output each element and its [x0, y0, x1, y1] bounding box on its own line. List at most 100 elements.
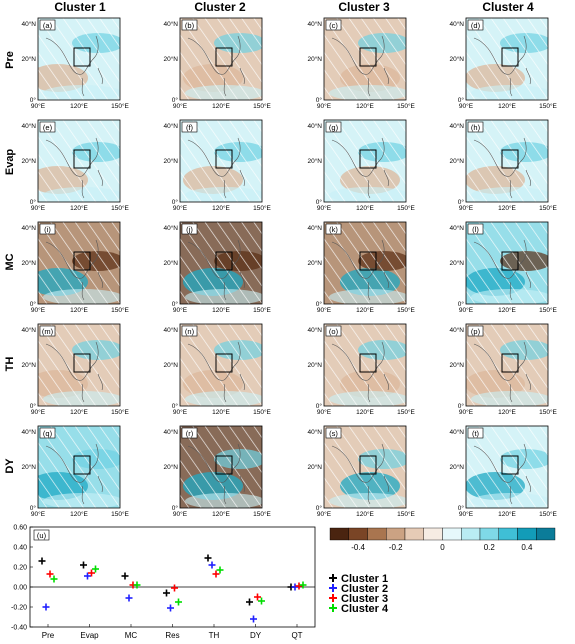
colorbar-segment: [536, 527, 556, 541]
panel-label: (d): [471, 21, 481, 30]
region-box: [501, 149, 519, 169]
panel-label-box: [181, 427, 198, 439]
map-frame: [465, 119, 549, 203]
lat-tick-label: 40°N: [163, 326, 178, 334]
region-box: [501, 47, 519, 67]
lon-tick-label: 120°E: [356, 306, 374, 314]
map-frame: [323, 17, 407, 101]
coastline: [187, 35, 245, 97]
column-title-3: Cluster 3: [338, 0, 390, 14]
y-tick-label: 0.20: [13, 565, 27, 572]
marker-cluster-2: [250, 615, 257, 623]
marker-cluster-1: [204, 554, 212, 562]
map-field: [466, 120, 548, 202]
marker-cluster-4: [216, 566, 224, 574]
region-box: [215, 455, 233, 475]
lat-tick-label: 20°N: [21, 157, 36, 165]
lon-tick-label: 150°E: [397, 204, 415, 212]
panel-label: (l): [472, 225, 479, 234]
map-panel-p: (p) 0° 20°N 40°N 90°E 120°E 150°E: [449, 323, 558, 416]
legend-label: Cluster 3: [341, 593, 388, 605]
map-field: [180, 120, 262, 202]
significance-hatching: [466, 222, 548, 304]
region-box: [359, 251, 377, 271]
map-field: [466, 324, 548, 406]
map-panels: (a) 0° 20°N 40°N 90°E 120°E 150°E (b) 0° 20°N 40°N…: [21, 17, 558, 518]
lon-tick-label: 150°E: [253, 204, 271, 212]
panel-label: (h): [471, 123, 481, 132]
panel-label: (n): [185, 327, 195, 336]
panel-label: (a): [43, 21, 53, 30]
x-category-label: QT: [291, 631, 302, 640]
scatter-panel-u: (u) -0.40 -0.20 0.00 0.20 0.40 0.60 Pre Evap MC Re…: [11, 525, 316, 640]
significance-hatching: [180, 120, 262, 202]
lat-tick-label: 40°N: [21, 20, 36, 28]
map-frame: [37, 425, 121, 509]
map-panel-o: (o) 0° 20°N 40°N 90°E 120°E 150°E: [307, 323, 416, 416]
lat-tick-label: 40°N: [307, 428, 322, 436]
region-box: [359, 353, 377, 373]
lat-tick-label: 0°: [458, 96, 465, 104]
panel-label-u: (u): [37, 531, 47, 540]
coastline: [473, 443, 531, 505]
y-tick-label: -0.40: [11, 625, 27, 632]
lon-tick-label: 150°E: [539, 408, 557, 416]
lon-tick-label: 150°E: [253, 306, 271, 314]
map-panel-c: (c) 0° 20°N 40°N 90°E 120°E 150°E: [307, 17, 416, 110]
lat-tick-label: 0°: [458, 402, 465, 410]
coastline: [45, 137, 103, 199]
lon-tick-label: 150°E: [397, 102, 415, 110]
lon-tick-label: 120°E: [70, 510, 88, 518]
lon-tick-label: 90°E: [173, 204, 188, 212]
panel-label: (i): [44, 225, 51, 234]
lon-tick-label: 90°E: [459, 510, 474, 518]
panel-label-box: [325, 427, 342, 439]
colorbar-segment: [442, 527, 462, 541]
region-box: [73, 455, 91, 475]
map-field: [466, 426, 548, 508]
lat-tick-label: 0°: [30, 300, 37, 308]
lon-tick-label: 150°E: [539, 306, 557, 314]
lat-tick-label: 0°: [316, 402, 323, 410]
panel-label-box: [39, 223, 56, 235]
panel-label-box: [467, 325, 484, 337]
map-frame: [465, 17, 549, 101]
map-panel-i: (i) 0° 20°N 40°N 90°E 120°E 150°E: [21, 221, 130, 314]
lat-tick-label: 40°N: [163, 122, 178, 130]
marker-cluster-4: [133, 581, 141, 589]
panel-label-box: [181, 223, 198, 235]
coastline: [473, 137, 531, 199]
colorbar: -0.4 -0.2 0 0.2 0.4: [329, 527, 556, 552]
lat-tick-label: 20°N: [21, 463, 36, 471]
panel-label: (c): [329, 21, 338, 30]
coastline: [187, 341, 245, 403]
panel-label-box: [467, 19, 484, 31]
significance-hatching: [324, 120, 406, 202]
panel-label-box: [325, 19, 342, 31]
marker-cluster-3: [212, 570, 220, 578]
lon-tick-label: 90°E: [31, 102, 46, 110]
x-category-label: Pre: [42, 631, 55, 640]
lon-tick-label: 120°E: [70, 102, 88, 110]
map-field: [38, 426, 120, 508]
lon-tick-label: 120°E: [498, 102, 516, 110]
region-box: [73, 47, 91, 67]
column-titles: Cluster 1 Cluster 2 Cluster 3 Cluster 4: [54, 0, 534, 14]
panel-label: (k): [329, 225, 338, 234]
map-field: [38, 324, 120, 406]
map-field: [38, 120, 120, 202]
y-tick-label: -0.20: [11, 605, 27, 612]
significance-hatching: [38, 426, 120, 508]
lat-tick-label: 20°N: [449, 463, 464, 471]
lat-tick-label: 20°N: [449, 361, 464, 369]
colorbar-tick-label: 0.4: [521, 543, 533, 552]
lon-tick-label: 90°E: [31, 408, 46, 416]
region-box: [73, 353, 91, 373]
coastline: [187, 137, 245, 199]
row-title-mc: MC: [4, 253, 16, 270]
map-frame: [179, 17, 263, 101]
legend-label: Cluster 4: [341, 603, 389, 615]
map-panel-n: (n) 0° 20°N 40°N 90°E 120°E 150°E: [163, 323, 272, 416]
lon-tick-label: 90°E: [173, 510, 188, 518]
map-frame: [323, 119, 407, 203]
